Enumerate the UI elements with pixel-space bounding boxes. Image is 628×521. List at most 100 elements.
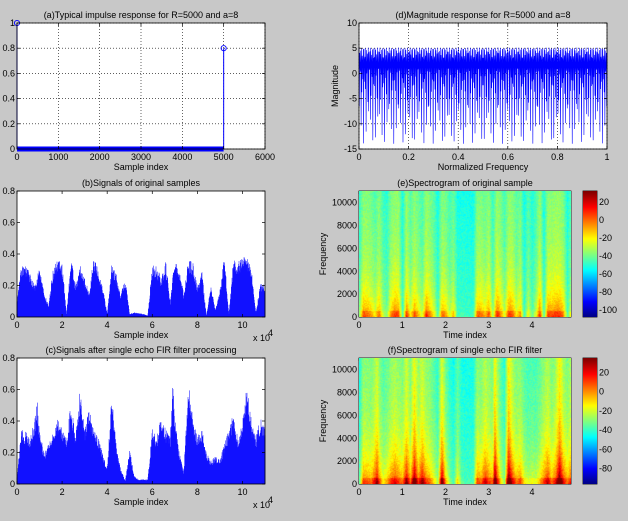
y-tick-label: 0.8 (2, 43, 15, 53)
y-tick-label: 0 (352, 68, 357, 78)
y-axis-label: Frequency (318, 399, 328, 442)
x-tick-label: 1 (400, 487, 405, 497)
y-tick-label: 0.6 (2, 385, 15, 395)
subplot-title: (c)Signals after single echo FIR filter … (45, 345, 236, 355)
axes-frame (358, 22, 608, 150)
x-tick-label: 10 (237, 320, 247, 330)
x-tick-label: 0.4 (452, 152, 465, 162)
x-tick-label: 0 (14, 320, 19, 330)
y-tick-label: 0.2 (2, 448, 15, 458)
colorbar-tick-label: 0 (599, 215, 604, 225)
y-tick-label: 0.2 (2, 119, 15, 129)
x-tick-label: 8 (195, 320, 200, 330)
y-tick-label: 0.8 (2, 186, 15, 196)
subplot-c (16, 357, 266, 485)
subplot-title: (b)Signals of original samples (82, 178, 201, 188)
y-tick-label: 4000 (337, 433, 357, 443)
x-axis-multiplier: x 10 (253, 500, 270, 510)
y-tick-label: 0.8 (2, 353, 15, 363)
x-tick-label: 0.6 (502, 152, 515, 162)
x-tick-label: 2000 (90, 152, 110, 162)
colorbar-tick-label: -40 (599, 425, 612, 435)
x-tick-label: 8 (195, 487, 200, 497)
x-tick-label: 1000 (48, 152, 68, 162)
x-tick-label: 1 (400, 320, 405, 330)
subplot-title: (d)Magnitude response for R=5000 and a=8 (395, 10, 570, 20)
y-tick-label: 6000 (337, 243, 357, 253)
colorbar (583, 191, 597, 317)
y-tick-label: -15 (344, 144, 357, 154)
x-tick-label: 6000 (255, 152, 275, 162)
x-tick-label: 10 (237, 487, 247, 497)
x-tick-label: 0.8 (551, 152, 564, 162)
x-axis-multiplier-exponent: 4 (268, 495, 273, 505)
y-tick-label: 4000 (337, 266, 357, 276)
x-axis-label: Sample index (114, 497, 169, 507)
y-tick-label: 0 (352, 479, 357, 489)
colorbar-tick-label: -60 (599, 269, 612, 279)
x-tick-label: 0 (356, 152, 361, 162)
colorbar-tick-label: -80 (599, 464, 612, 474)
y-tick-label: 0.6 (2, 68, 15, 78)
x-tick-label: 3000 (131, 152, 151, 162)
x-tick-label: 6 (150, 487, 155, 497)
subplot-b (16, 190, 266, 318)
x-axis-label: Time index (443, 497, 487, 507)
magnitude-response-line (358, 47, 608, 144)
y-tick-label: 0.6 (2, 218, 15, 228)
y-tick-label: 2000 (337, 456, 357, 466)
x-tick-label: 3 (486, 320, 491, 330)
colorbar (583, 358, 597, 484)
x-tick-label: 5000 (214, 152, 234, 162)
y-tick-label: 0.4 (2, 416, 15, 426)
colorbar-tick-label: -40 (599, 251, 612, 261)
colorbar-tick-label: -60 (599, 444, 612, 454)
y-tick-label: -10 (344, 119, 357, 129)
y-tick-label: -5 (349, 94, 357, 104)
colorbar-tick-label: 20 (599, 197, 609, 207)
y-tick-label: 0 (10, 479, 15, 489)
y-tick-label: 1 (10, 18, 15, 28)
x-tick-label: 3 (486, 487, 491, 497)
colorbar-tick-label: -80 (599, 287, 612, 297)
x-tick-label: 0 (356, 320, 361, 330)
subplot-title: (f)Spectrogram of single echo FIR filter (388, 345, 543, 355)
x-tick-label: 4000 (172, 152, 192, 162)
x-axis-multiplier-exponent: 4 (268, 328, 273, 338)
colorbar-tick-label: -20 (599, 406, 612, 416)
x-axis-label: Time index (443, 330, 487, 340)
x-axis-label: Normalized Frequency (438, 162, 529, 172)
x-tick-label: 2 (443, 320, 448, 330)
y-tick-label: 10000 (332, 198, 357, 208)
x-tick-label: 1 (604, 152, 609, 162)
y-tick-label: 8000 (337, 388, 357, 398)
y-tick-label: 6000 (337, 410, 357, 420)
subplot-a (13, 19, 266, 152)
y-tick-label: 0 (10, 144, 15, 154)
colorbar-tick-label: 20 (599, 367, 609, 377)
x-axis-multiplier: x 10 (253, 333, 270, 343)
colorbar-tick-label: -100 (599, 305, 617, 315)
y-tick-label: 0 (352, 312, 357, 322)
spectrogram-image (359, 358, 571, 484)
x-tick-label: 6 (150, 320, 155, 330)
spectrogram-image (359, 191, 571, 317)
y-tick-label: 0.4 (2, 94, 15, 104)
y-axis-label: Magnitude (330, 65, 340, 107)
x-tick-label: 2 (443, 487, 448, 497)
y-tick-label: 0.2 (2, 281, 15, 291)
subplot-title: (e)Spectrogram of original sample (397, 178, 533, 188)
x-tick-label: 0 (14, 487, 19, 497)
y-tick-label: 8000 (337, 221, 357, 231)
y-axis-label: Frequency (318, 232, 328, 275)
x-tick-label: 4 (530, 487, 535, 497)
y-tick-label: 10000 (332, 365, 357, 375)
x-tick-label: 0.2 (402, 152, 415, 162)
x-tick-label: 4 (105, 487, 110, 497)
colorbar-tick-label: -20 (599, 233, 612, 243)
x-tick-label: 0 (356, 487, 361, 497)
y-tick-label: 10 (347, 18, 357, 28)
y-tick-label: 0.4 (2, 249, 15, 259)
y-tick-label: 2000 (337, 289, 357, 299)
